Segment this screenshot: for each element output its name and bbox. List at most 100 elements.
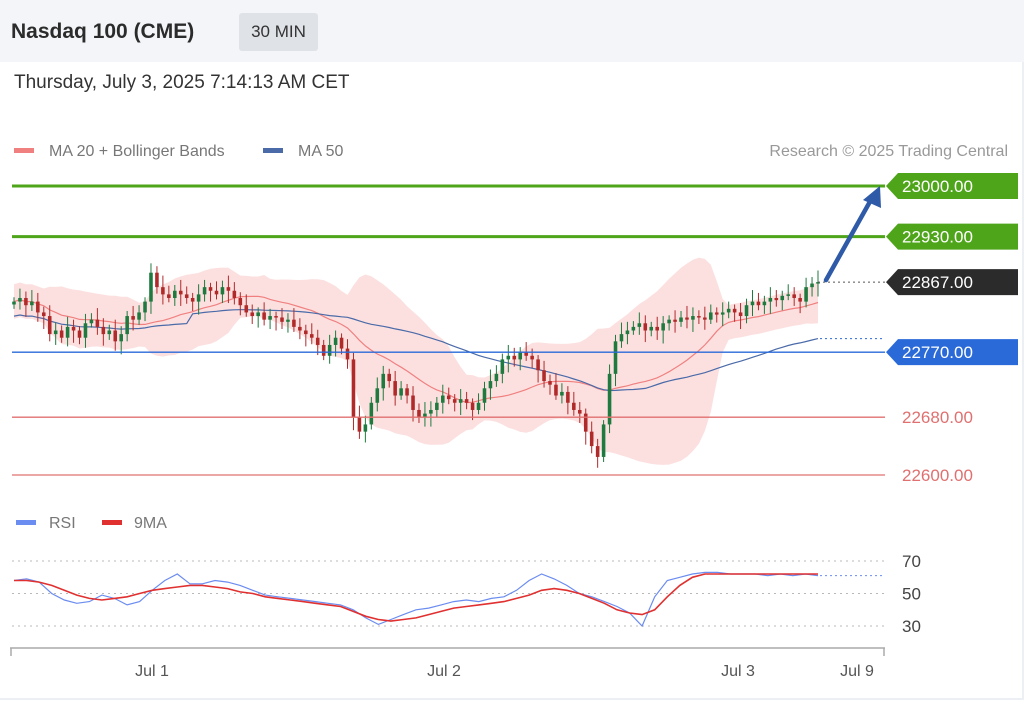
candle-body [500, 359, 505, 374]
candle [369, 396, 374, 430]
candle-body [250, 312, 255, 317]
candle-body [441, 395, 445, 403]
candle [89, 313, 94, 328]
candle [59, 325, 64, 343]
candle [476, 393, 481, 415]
candle [625, 321, 630, 345]
candle-body [732, 308, 737, 313]
candle [703, 306, 707, 330]
legend-swatch-rsi [16, 520, 36, 525]
level-label-22930.00: 22930.00 [902, 228, 973, 247]
rsi-line [13, 571, 819, 628]
candle [452, 394, 457, 412]
candle-body [101, 326, 106, 335]
candle [315, 329, 320, 356]
candle-body [18, 297, 22, 302]
candle-body [411, 395, 415, 410]
candle [351, 352, 356, 431]
candle-body [482, 388, 487, 403]
candle [423, 402, 427, 427]
candle-body [566, 391, 570, 403]
candle [71, 319, 76, 343]
candle-body [714, 312, 719, 315]
candle [709, 304, 713, 324]
candle-body [607, 373, 612, 425]
candle [381, 365, 386, 401]
candle-body [720, 312, 725, 315]
candle-body [750, 301, 755, 306]
candle-body [518, 352, 523, 360]
rsi-tick-30: 30 [902, 617, 921, 636]
candle-body [703, 317, 707, 320]
candle [399, 381, 403, 400]
candle [65, 316, 70, 347]
candle [685, 305, 689, 329]
candle [786, 284, 791, 301]
candle [566, 386, 570, 415]
candle-body [572, 402, 576, 410]
candle [363, 415, 368, 443]
candle [178, 279, 183, 306]
candle [190, 292, 195, 311]
candle-body [184, 294, 189, 298]
candle-body [810, 283, 814, 288]
candle-body [530, 355, 534, 360]
legend-swatch-ma50 [263, 148, 283, 153]
candle [441, 384, 445, 414]
candle-body [577, 409, 582, 414]
candle [560, 383, 564, 404]
candle [256, 307, 260, 328]
candle [405, 383, 409, 404]
level-tag-22867.00: 22867.00 [886, 269, 1018, 296]
timeframe-button[interactable]: 30 MIN [239, 13, 318, 51]
header-bar: Nasdaq 100 (CME) 30 MIN [0, 0, 1024, 62]
candle-body [220, 287, 225, 295]
candle-body [494, 373, 499, 382]
candle [53, 322, 58, 345]
candle-body [161, 287, 165, 295]
candle [536, 355, 540, 383]
main-legend: MA 20 + Bollinger Bands MA 50 Research ©… [14, 143, 1008, 160]
candle [643, 315, 648, 343]
x-tick-label: Jul 2 [427, 663, 461, 680]
candle-body [95, 319, 100, 327]
candle [607, 364, 612, 434]
candle-body [452, 399, 457, 403]
candle [613, 334, 618, 387]
candle-body [304, 330, 308, 335]
candle [762, 295, 767, 314]
candle-body [244, 305, 249, 313]
candle [726, 301, 731, 319]
candle [482, 381, 487, 411]
candle-body [71, 326, 76, 331]
price-levels: 23000.00 22930.00 22867.00 22770.00 22680.00… [12, 173, 1018, 485]
bollinger-band [14, 257, 818, 465]
chart-frame [0, 62, 1024, 700]
candle [137, 305, 141, 325]
level-tag-23000.00: 23000.00 [886, 173, 1018, 199]
candle [518, 347, 523, 371]
candle-body [256, 312, 260, 317]
candle-body [631, 326, 636, 331]
candle [446, 387, 451, 405]
candle-body [77, 330, 82, 338]
candle [720, 302, 725, 327]
candle-body [583, 413, 588, 432]
candle [572, 391, 576, 416]
candle-body [321, 344, 326, 356]
candle-body [59, 330, 64, 338]
candle-body [363, 424, 368, 432]
candle [411, 386, 415, 422]
candle-body [262, 312, 266, 320]
candle-body [119, 334, 123, 342]
candle [309, 323, 314, 345]
candle-body [41, 312, 46, 317]
candle [173, 284, 177, 306]
candle-body [417, 409, 421, 418]
candle [470, 398, 475, 421]
candle-body [780, 295, 785, 301]
candle-body [149, 272, 153, 302]
candle-body [506, 355, 511, 360]
candle-body [726, 308, 731, 313]
